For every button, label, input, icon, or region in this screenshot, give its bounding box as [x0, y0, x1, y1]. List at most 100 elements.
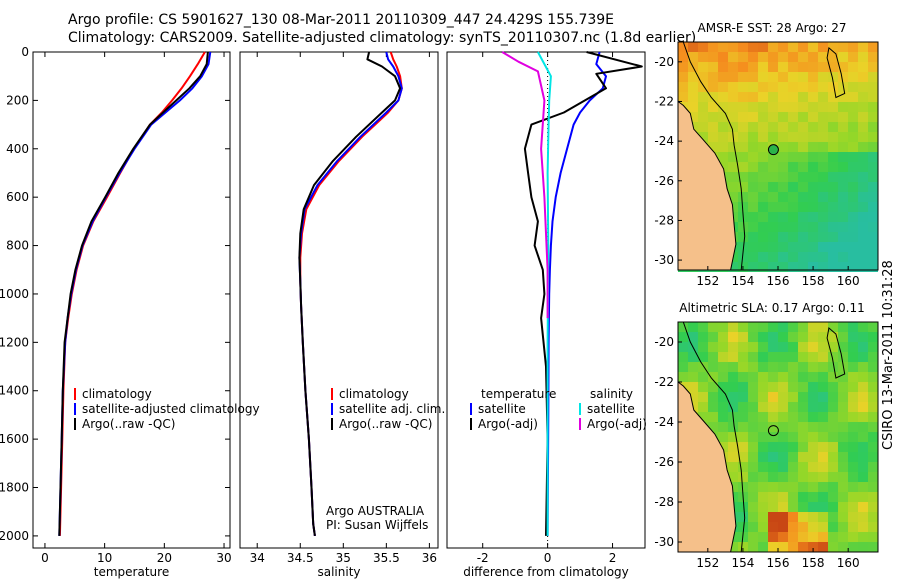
map-field-cell — [798, 452, 808, 462]
map-field-cell — [758, 372, 768, 382]
map-field-cell — [838, 412, 848, 422]
y-tick-label: 600 — [6, 190, 29, 204]
map-field-cell — [838, 142, 848, 152]
map-field-cell — [768, 262, 778, 272]
map-field-cell — [828, 362, 838, 372]
map-field-cell — [728, 322, 738, 332]
map-field-cell — [808, 92, 818, 102]
map-title: Altimetric SLA: 0.17 Argo: 0.11 — [679, 301, 864, 315]
map-field-cell — [748, 382, 758, 392]
map-field-cell — [848, 402, 858, 412]
map-field-cell — [828, 472, 838, 482]
map-field-cell — [688, 392, 698, 402]
map-field-cell — [698, 362, 708, 372]
map-field-cell — [848, 202, 858, 212]
map-field-cell — [728, 482, 738, 492]
map-field-cell — [698, 352, 708, 362]
map-field-cell — [838, 52, 848, 62]
map-field-cell — [798, 352, 808, 362]
map-field-cell — [718, 82, 728, 92]
map-field-cell — [758, 242, 768, 252]
map-field-cell — [818, 512, 828, 522]
map-field-cell — [728, 432, 738, 442]
map-field-cell — [778, 222, 788, 232]
map-field-cell — [828, 242, 838, 252]
map-field-cell — [728, 462, 738, 472]
map-field-cell — [848, 462, 858, 472]
map-field-cell — [758, 422, 768, 432]
map-field-cell — [778, 422, 788, 432]
map-field-cell — [808, 442, 818, 452]
map-field-cell — [818, 252, 828, 262]
map-field-cell — [728, 372, 738, 382]
map-field-cell — [818, 122, 828, 132]
map-field-cell — [678, 362, 688, 372]
map-field-cell — [868, 102, 878, 112]
map-field-cell — [698, 72, 708, 82]
map-field-cell — [758, 362, 768, 372]
map-field-cell — [778, 492, 788, 502]
map-field-cell — [788, 452, 798, 462]
map-field-cell — [738, 232, 748, 242]
map-field-cell — [848, 482, 858, 492]
map-field-cell — [868, 462, 878, 472]
map-field-cell — [798, 362, 808, 372]
map-field-cell — [828, 42, 838, 52]
map-field-cell — [838, 502, 848, 512]
map-field-cell — [778, 532, 788, 542]
x-tick-label: 34 — [250, 551, 265, 565]
map-field-cell — [708, 102, 718, 112]
map-field-cell — [758, 202, 768, 212]
map-field-cell — [748, 202, 758, 212]
map-field-cell — [698, 102, 708, 112]
map-field-cell — [728, 52, 738, 62]
map-field-cell — [808, 492, 818, 502]
map-field-cell — [798, 412, 808, 422]
map-field-cell — [788, 142, 798, 152]
map-field-cell — [838, 42, 848, 52]
map-field-cell — [868, 402, 878, 412]
map-field-cell — [848, 362, 858, 372]
map-field-cell — [678, 372, 688, 382]
map-field-cell — [758, 442, 768, 452]
map-field-cell — [818, 112, 828, 122]
map-field-cell — [688, 372, 698, 382]
map-field-cell — [818, 542, 828, 552]
map-field-cell — [748, 192, 758, 202]
map-field-cell — [788, 202, 798, 212]
map-field-cell — [738, 142, 748, 152]
map-field-cell — [798, 102, 808, 112]
map-field-cell — [738, 182, 748, 192]
map-field-cell — [868, 202, 878, 212]
map-field-cell — [868, 502, 878, 512]
map-field-cell — [828, 352, 838, 362]
map-field-cell — [798, 202, 808, 212]
map-field-cell — [768, 442, 778, 452]
map-field-cell — [858, 352, 868, 362]
map-field-cell — [728, 422, 738, 432]
map-field-cell — [858, 452, 868, 462]
map-field-cell — [758, 252, 768, 262]
map-field-cell — [738, 422, 748, 432]
map-field-cell — [728, 382, 738, 392]
map-field-cell — [678, 352, 688, 362]
map-field-cell — [808, 432, 818, 442]
map-field-cell — [828, 502, 838, 512]
map-field-cell — [758, 182, 768, 192]
map-field-cell — [798, 242, 808, 252]
map-field-cell — [848, 332, 858, 342]
map-field-cell — [758, 122, 768, 132]
map-field-cell — [778, 142, 788, 152]
map-field-cell — [778, 82, 788, 92]
map-field-cell — [778, 382, 788, 392]
map-field-cell — [768, 532, 778, 542]
map-field-cell — [838, 352, 848, 362]
land-mass — [677, 380, 737, 553]
map-field-cell — [698, 42, 708, 52]
map-field-cell — [758, 412, 768, 422]
map-field-cell — [868, 372, 878, 382]
map-field-cell — [758, 212, 768, 222]
map-field-cell — [808, 62, 818, 72]
map-field-cell — [778, 452, 788, 462]
map-field-cell — [678, 342, 688, 352]
